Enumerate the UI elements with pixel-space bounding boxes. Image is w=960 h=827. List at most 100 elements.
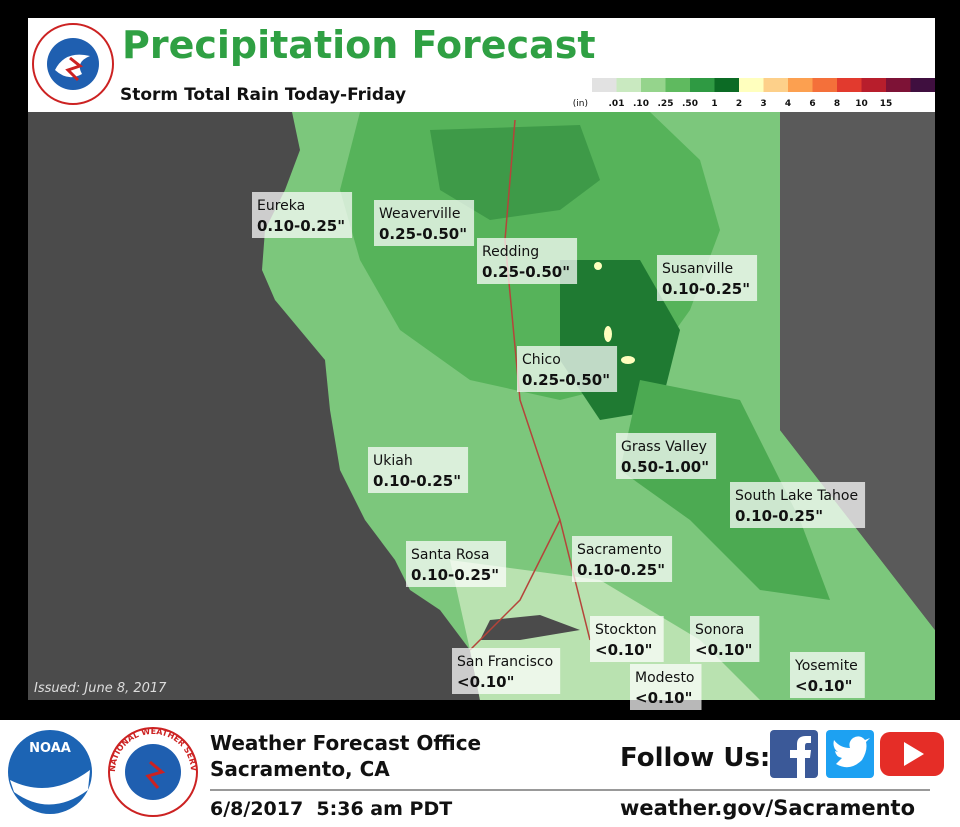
city-label: Ukiah 0.10-0.25"	[368, 447, 469, 493]
city-label: Stockton <0.10"	[590, 616, 664, 662]
legend-swatch	[788, 78, 813, 92]
rain-amount: 0.10-0.25"	[735, 507, 823, 525]
legend-swatch	[616, 78, 641, 92]
legend-label: 2	[736, 99, 742, 109]
city-name: Stockton	[595, 622, 657, 638]
city-name: Sonora	[695, 622, 744, 638]
rain-amount: 0.50-1.00"	[621, 458, 709, 476]
city-label: Eureka 0.10-0.25"	[252, 192, 353, 238]
legend-swatch	[763, 78, 788, 92]
rain-amount: 0.25-0.50"	[379, 225, 467, 243]
city-name: Susanville	[662, 261, 733, 277]
legend-unit: (in)	[573, 99, 588, 109]
footer-issued: 6/8/2017 5:36 am PDT	[210, 798, 452, 820]
label-box	[477, 238, 578, 284]
legend-label: .50	[682, 99, 698, 109]
city-label: Sonora <0.10"	[690, 616, 760, 662]
city-name: Sacramento	[577, 542, 662, 558]
legend-label: .10	[633, 99, 649, 109]
follow-us: Follow Us:	[620, 743, 770, 773]
rain-amount: <0.10"	[457, 673, 514, 691]
city-label: Sacramento 0.10-0.25"	[572, 536, 673, 582]
city-label: San Francisco <0.10"	[452, 648, 561, 694]
office: Weather Forecast Office	[210, 731, 481, 755]
legend-swatch	[690, 78, 715, 92]
youtube-icon[interactable]	[880, 732, 944, 776]
label-box	[790, 652, 865, 698]
label-box	[406, 541, 507, 587]
city-name: Ukiah	[373, 453, 413, 469]
city-label: Redding 0.25-0.50"	[477, 238, 578, 284]
legend-label: 6	[809, 99, 815, 109]
label-box	[368, 447, 469, 493]
label-box	[616, 433, 717, 479]
city-name: Santa Rosa	[411, 547, 489, 563]
city-name: San Francisco	[457, 654, 553, 670]
city-label: South Lake Tahoe 0.10-0.25"	[730, 482, 866, 528]
rain-amount: 0.10-0.25"	[257, 217, 345, 235]
legend-swatch	[886, 78, 911, 92]
city-label: Susanville 0.10-0.25"	[657, 255, 758, 301]
rain-amount: <0.10"	[635, 689, 692, 707]
legend-swatch	[812, 78, 837, 92]
city-labels: Eureka0.10-0.25"Weaverville0.25-0.50"Red…	[252, 192, 866, 710]
label-box	[452, 648, 561, 694]
legend-swatch	[641, 78, 666, 92]
legend-swatch	[592, 78, 617, 92]
rain-amount: 0.25-0.50"	[522, 371, 610, 389]
rain-amount: <0.10"	[695, 641, 752, 659]
label-box	[730, 482, 866, 528]
legend: (in) .01 .10 .25 .50 1 2 3 4 6 8 10 15	[573, 78, 935, 109]
city-label: Chico 0.25-0.50"	[517, 346, 618, 392]
legend-swatch	[837, 78, 862, 92]
legend-swatch	[665, 78, 690, 92]
city-label: Weaverville 0.25-0.50"	[374, 200, 475, 246]
rain-amount: 0.10-0.25"	[411, 566, 499, 584]
office-location: Sacramento, CA	[210, 757, 390, 781]
city-label: Yosemite <0.10"	[790, 652, 865, 698]
rain-amount: 0.25-0.50"	[482, 263, 570, 281]
noaa-logo: NOAA	[8, 730, 92, 814]
nws-logo-small	[32, 23, 114, 105]
label-box	[374, 200, 475, 246]
city-name: South Lake Tahoe	[735, 488, 858, 504]
label-box	[630, 664, 702, 710]
rain-amount: 0.10-0.25"	[662, 280, 750, 298]
title: Precipitation Forecast	[122, 23, 596, 67]
facebook-icon[interactable]	[770, 730, 818, 778]
rain-amount: 0.10-0.25"	[577, 561, 665, 579]
issued-note: Issued: June 8, 2017	[34, 681, 167, 696]
legend-label: .25	[658, 99, 674, 109]
city-label: Santa Rosa 0.10-0.25"	[406, 541, 507, 587]
website: weather.gov/Sacramento	[620, 796, 915, 820]
noaa-text: NOAA	[29, 741, 71, 756]
legend-label: .01	[609, 99, 625, 109]
city-name: Redding	[482, 244, 539, 260]
city-name: Modesto	[635, 670, 695, 686]
twitter-icon[interactable]	[826, 730, 874, 778]
rain-amount: <0.10"	[795, 677, 852, 695]
city-name: Yosemite	[794, 658, 858, 674]
subtitle: Storm Total Rain Today-Friday	[120, 85, 406, 105]
legend-swatch	[739, 78, 764, 92]
label-box	[517, 346, 618, 392]
legend-swatch	[910, 78, 935, 92]
legend-label: 8	[834, 99, 840, 109]
legend-label: 1	[711, 99, 717, 109]
label-box	[690, 616, 760, 662]
city-name: Grass Valley	[621, 439, 707, 455]
legend-swatch	[714, 78, 739, 92]
city-name: Eureka	[257, 198, 305, 214]
label-box	[590, 616, 664, 662]
rain-amount: 0.10-0.25"	[373, 472, 461, 490]
city-name: Weaverville	[379, 206, 460, 222]
label-box	[572, 536, 673, 582]
legend-swatch	[861, 78, 886, 92]
legend-label: 4	[785, 99, 791, 109]
city-label: Modesto <0.10"	[630, 664, 702, 710]
label-box	[252, 192, 353, 238]
city-name: Chico	[522, 352, 561, 368]
legend-label: 3	[760, 99, 766, 109]
